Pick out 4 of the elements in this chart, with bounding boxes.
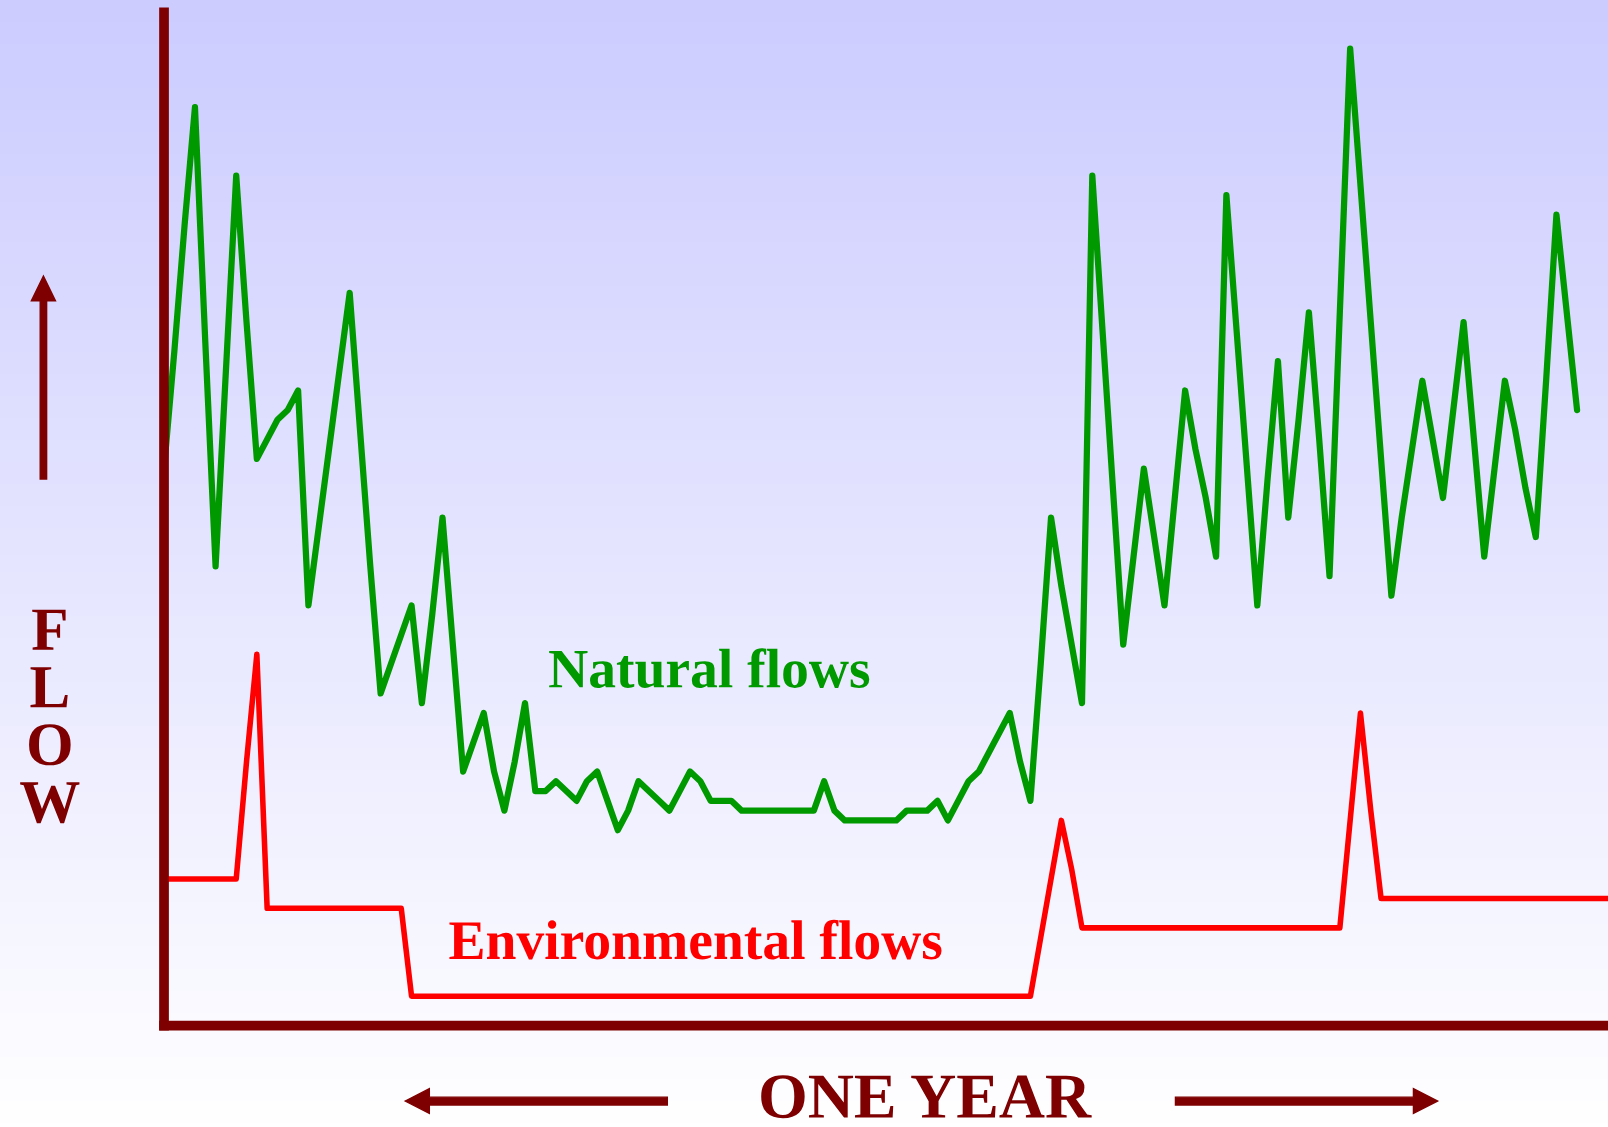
series-label: Natural flows: [549, 648, 870, 689]
y-axis-title: FLOW: [20, 609, 80, 824]
x-axis-title: ONE YEAR: [761, 1075, 1092, 1119]
series-label: Environmental flows: [449, 919, 942, 960]
